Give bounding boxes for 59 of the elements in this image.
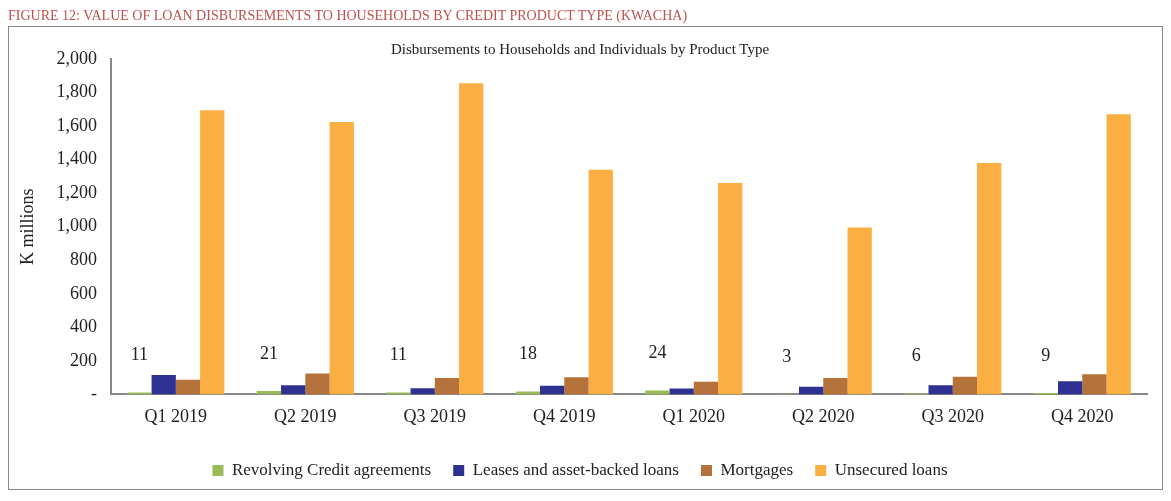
data-label: 9 bbox=[1041, 344, 1051, 365]
bar bbox=[151, 375, 176, 395]
legend-label: Revolving Credit agreements bbox=[231, 459, 432, 479]
data-label: 6 bbox=[911, 345, 921, 366]
bar bbox=[200, 110, 225, 395]
bar bbox=[952, 376, 978, 395]
y-tick-label: 1,400 bbox=[56, 148, 98, 169]
data-label: 21 bbox=[259, 342, 278, 363]
y-tick-label: 1,200 bbox=[56, 181, 98, 202]
y-tick-label: 1,600 bbox=[56, 114, 98, 135]
y-tick-label: 800 bbox=[70, 248, 98, 269]
bar bbox=[928, 385, 953, 395]
y-tick-label: 2,000 bbox=[56, 47, 98, 68]
y-tick-label: 1,000 bbox=[56, 215, 98, 236]
bar bbox=[799, 386, 824, 395]
bar bbox=[281, 385, 306, 395]
bar bbox=[693, 381, 719, 395]
bar bbox=[540, 385, 565, 395]
bar bbox=[305, 373, 330, 395]
x-tick-label: Q2 2019 bbox=[274, 405, 337, 426]
bar bbox=[329, 121, 354, 395]
y-tick-label: 200 bbox=[70, 349, 98, 370]
bar bbox=[434, 377, 460, 395]
bar bbox=[515, 391, 541, 395]
y-axis-title: K millions bbox=[16, 188, 37, 265]
data-label: 24 bbox=[648, 342, 667, 363]
bar bbox=[410, 388, 435, 395]
data-label: 11 bbox=[389, 344, 408, 365]
bar bbox=[1106, 114, 1131, 395]
bar bbox=[718, 183, 743, 395]
bar bbox=[645, 390, 670, 395]
caption: FIGURE 12: VALUE OF LOAN DISBURSEMENTS TO HOUSEHOLDS BY CREDIT PRODUCT TYPE (KWACHA) bbox=[8, 8, 689, 24]
data-label: 18 bbox=[518, 343, 537, 364]
y-tick-label: - bbox=[91, 383, 98, 404]
x-tick-label: Q2 2020 bbox=[792, 405, 855, 426]
x-tick-label: Q1 2019 bbox=[144, 405, 208, 426]
bar bbox=[977, 162, 1002, 395]
legend-label: Unsecured loans bbox=[834, 459, 948, 479]
bar bbox=[847, 227, 872, 395]
bar bbox=[1057, 381, 1083, 395]
data-label: 3 bbox=[782, 345, 792, 366]
x-tick-label: Q4 2019 bbox=[533, 405, 596, 426]
x-tick-label: Q3 2020 bbox=[921, 405, 985, 426]
bar bbox=[588, 169, 613, 395]
x-tick-label: Q4 2020 bbox=[1051, 405, 1114, 426]
bar bbox=[459, 83, 484, 395]
bar bbox=[175, 379, 201, 395]
legend-label: Leases and asset-backed loans bbox=[472, 459, 679, 479]
bar bbox=[1082, 374, 1107, 395]
y-tick-label: 400 bbox=[70, 316, 98, 337]
bar bbox=[564, 377, 589, 395]
y-tick-label: 1,800 bbox=[56, 81, 98, 102]
data-label: 11 bbox=[130, 344, 149, 365]
x-tick-label: Q1 2020 bbox=[662, 405, 726, 426]
legend-label: Mortgages bbox=[720, 459, 794, 479]
y-tick-label: 600 bbox=[70, 282, 98, 303]
bar bbox=[823, 377, 848, 395]
chart-title: Disbursements to Households and Individuals by Product Type bbox=[390, 40, 770, 57]
x-tick-label: Q3 2019 bbox=[403, 405, 467, 426]
